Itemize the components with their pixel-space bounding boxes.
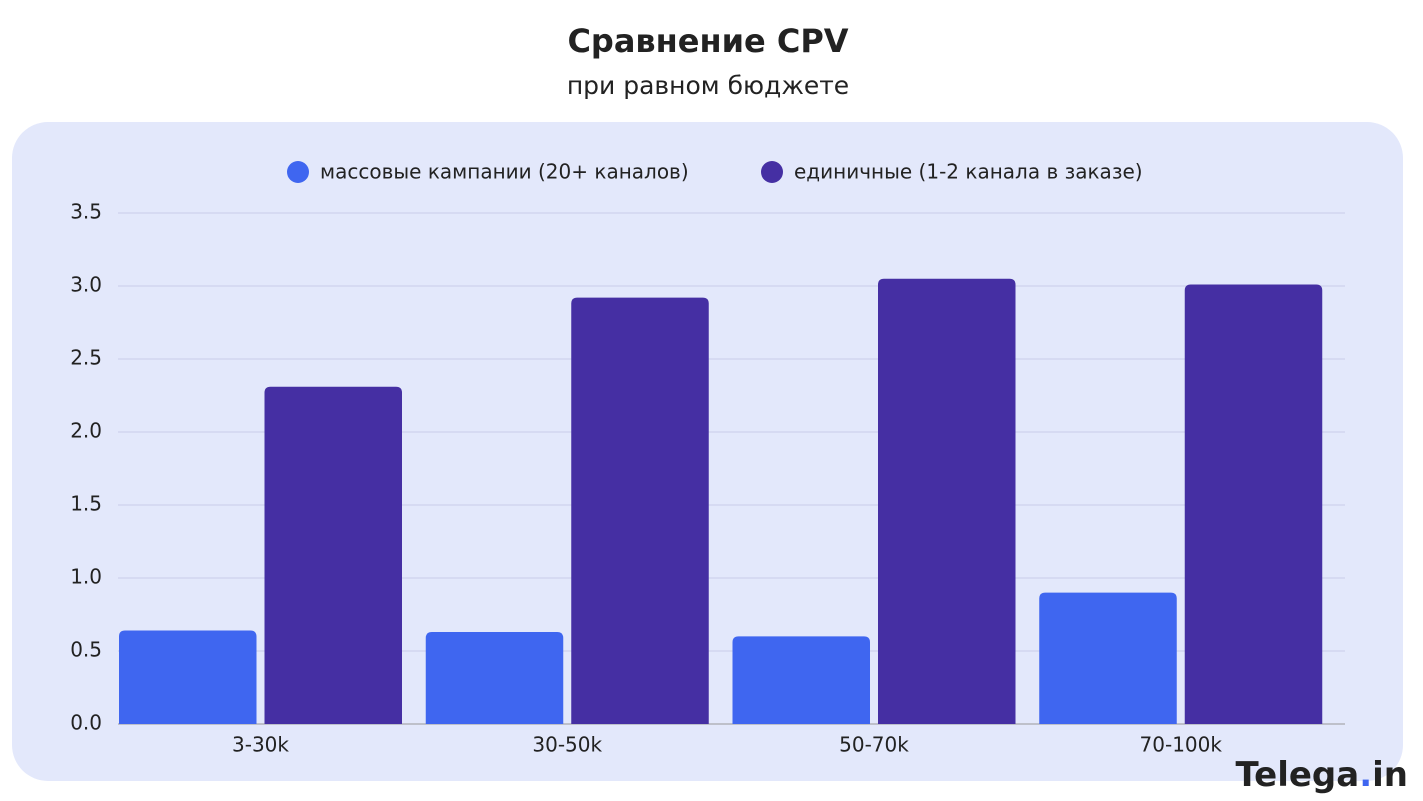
bar <box>1184 284 1323 724</box>
y-tick-label: 0.5 <box>70 638 102 662</box>
bar <box>732 636 870 724</box>
bar <box>878 278 1016 724</box>
y-tick-label: 3.0 <box>70 273 102 297</box>
bar <box>1039 592 1177 724</box>
x-tick-label: 70-100k <box>1140 733 1223 757</box>
brand-dot: . <box>1359 755 1372 795</box>
legend-marker <box>287 161 309 183</box>
y-tick-label: 0.0 <box>70 711 102 735</box>
brand-logo: Telega.in <box>1235 755 1408 795</box>
y-tick-label: 2.0 <box>70 419 102 443</box>
bar <box>264 386 402 724</box>
chart-title: Сравнение CPV <box>567 22 848 60</box>
legend-label: массовые кампании (20+ каналов) <box>320 160 689 184</box>
x-tick-label: 50-70k <box>839 733 909 757</box>
y-tick-label: 3.5 <box>70 200 102 224</box>
y-tick-label: 1.0 <box>70 565 102 589</box>
x-tick-label: 3-30k <box>232 733 289 757</box>
bar <box>119 630 257 724</box>
legend-label: единичные (1-2 канала в заказе) <box>794 160 1143 184</box>
brand-name: Telega <box>1235 755 1359 795</box>
bar <box>425 632 564 724</box>
bar <box>571 297 709 724</box>
chart-subtitle: при равном бюджете <box>567 71 849 100</box>
y-tick-label: 1.5 <box>70 492 102 516</box>
legend-marker <box>761 161 783 183</box>
x-tick-label: 30-50k <box>532 733 602 757</box>
brand-suffix: in <box>1372 755 1408 795</box>
y-tick-label: 2.5 <box>70 346 102 370</box>
